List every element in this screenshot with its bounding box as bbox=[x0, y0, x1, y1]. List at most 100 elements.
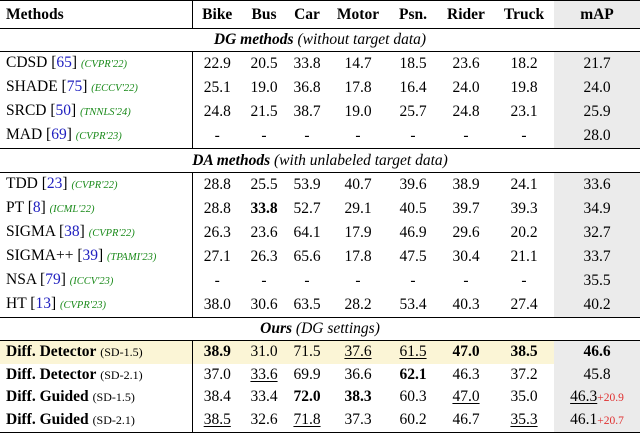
value-text: 18.2 bbox=[510, 55, 538, 73]
map-gain: +20.7 bbox=[597, 414, 624, 427]
table-row: SIGMA [38] (CVPR'22) 26.3 23.6 64.1 17.9 46.9… bbox=[0, 220, 640, 245]
method-cell: SRCD [50] (TNNLS'24) bbox=[0, 100, 193, 125]
value-text: 37.2 bbox=[510, 365, 538, 383]
citation-link[interactable]: 50 bbox=[55, 102, 72, 120]
section-title-rest: (with unlabeled target data) bbox=[270, 151, 448, 169]
method-name: SRCD bbox=[6, 102, 47, 120]
map-cell: 33.7 bbox=[554, 244, 640, 269]
venue-text: CVPR'22 bbox=[74, 179, 114, 191]
value-text: 27.4 bbox=[510, 295, 538, 313]
citation-link[interactable]: 75 bbox=[66, 78, 83, 96]
value-text: - bbox=[261, 127, 267, 145]
citation-link[interactable]: 69 bbox=[51, 126, 67, 144]
map-cell: 45.8 bbox=[554, 363, 640, 386]
section-header: DA methods (with unlabeled target data) bbox=[0, 148, 640, 173]
map-cell: 46.1+20.7 bbox=[554, 408, 640, 433]
value-cell: - bbox=[388, 269, 438, 293]
value-cell: 19.0 bbox=[328, 100, 388, 124]
value-cell: 25.7 bbox=[388, 100, 438, 124]
value-text: 26.3 bbox=[203, 223, 231, 241]
map-value: 32.7 bbox=[583, 223, 611, 241]
venue-text: CVPR'22 bbox=[92, 227, 132, 239]
citation-link[interactable]: 65 bbox=[56, 54, 72, 72]
method-cell: Diff. Detector (SD-1.5) bbox=[0, 340, 193, 364]
value-cell: 62.1 bbox=[388, 364, 438, 386]
map-value: 35.5 bbox=[583, 271, 611, 289]
map-value: 28.0 bbox=[583, 127, 611, 145]
value-cell: 27.4 bbox=[494, 293, 554, 318]
value-cell: 28.2 bbox=[328, 293, 388, 318]
section-title: DA methods (with unlabeled target data) bbox=[0, 148, 640, 173]
map-cell: 33.6 bbox=[554, 171, 640, 197]
citation-link[interactable]: 39 bbox=[82, 246, 98, 264]
map-cell: 24.0 bbox=[554, 76, 640, 101]
header-psn: Psn. bbox=[388, 0, 438, 29]
value-cell: 20.5 bbox=[242, 51, 286, 77]
venue-text: ICCV'23 bbox=[73, 275, 110, 287]
header-car: Car bbox=[286, 0, 328, 29]
value-text: 21.5 bbox=[250, 103, 278, 121]
value-text: 53.4 bbox=[399, 295, 427, 313]
map-cell: 21.7 bbox=[554, 51, 640, 77]
value-cell: 65.6 bbox=[286, 245, 328, 269]
citation-link[interactable]: 79 bbox=[45, 270, 61, 288]
value-cell: 63.5 bbox=[286, 293, 328, 318]
citation-link[interactable]: 23 bbox=[46, 174, 63, 192]
value-cell: 23.1 bbox=[494, 100, 554, 124]
value-cell: 36.6 bbox=[328, 364, 388, 386]
value-text: 19.8 bbox=[510, 79, 538, 97]
map-cell: 40.2 bbox=[554, 292, 640, 318]
venue-text: CVPR'23 bbox=[63, 299, 103, 311]
value-text: 39.3 bbox=[510, 199, 538, 217]
table-row: HT [13] (CVPR'23) 38.0 30.6 63.5 28.2 53.4 40.… bbox=[0, 292, 640, 318]
citation-link[interactable]: 13 bbox=[35, 294, 51, 312]
header-map: mAP bbox=[554, 0, 640, 29]
map-cell: 46.3+20.9 bbox=[554, 385, 640, 409]
value-text: - bbox=[304, 271, 310, 289]
value-text: 39.6 bbox=[399, 175, 427, 193]
venue-label: (TNNLS'24) bbox=[80, 107, 131, 119]
value-cell: 38.4 bbox=[192, 386, 242, 409]
method-name: SIGMA bbox=[6, 222, 56, 240]
value-text: 64.1 bbox=[293, 223, 321, 241]
value-cell: 21.5 bbox=[242, 100, 286, 124]
method-cell: TDD [23] (CVPR'22) bbox=[0, 171, 193, 197]
sd-version: (SD-2.1) bbox=[100, 367, 143, 382]
value-text: 62.1 bbox=[399, 365, 427, 383]
value-text: 27.1 bbox=[203, 247, 231, 265]
method-name: PT bbox=[6, 198, 24, 216]
value-text: 47.0 bbox=[452, 343, 480, 361]
table-row: Diff. Detector (SD-2.1) 37.0 33.6 69.9 36.6 6… bbox=[0, 363, 640, 386]
value-text: 35.0 bbox=[510, 388, 538, 406]
value-text: 29.6 bbox=[452, 223, 480, 241]
value-cell: 24.8 bbox=[438, 100, 494, 124]
value-cell: 21.1 bbox=[494, 245, 554, 269]
value-text: 32.6 bbox=[250, 411, 278, 429]
map-value: 45.8 bbox=[583, 365, 611, 383]
value-cell: 14.7 bbox=[328, 51, 388, 77]
value-cell: 22.9 bbox=[192, 51, 242, 77]
value-text: - bbox=[214, 271, 220, 289]
value-cell: 46.3 bbox=[438, 364, 494, 386]
value-text: 31.0 bbox=[250, 343, 278, 361]
method-name: SHADE bbox=[6, 78, 58, 96]
table-row: MAD [69] (CVPR'23) - - - - - - - 28.0 bbox=[0, 124, 640, 149]
citation-link[interactable]: 38 bbox=[64, 222, 80, 240]
value-text: 38.9 bbox=[452, 175, 480, 193]
value-cell: 32.6 bbox=[242, 408, 286, 433]
value-cell: - bbox=[192, 124, 242, 149]
value-cell: 46.9 bbox=[388, 221, 438, 245]
venue-label: (CVPR'22) bbox=[88, 227, 135, 239]
value-cell: 19.0 bbox=[242, 76, 286, 100]
value-cell: 53.4 bbox=[388, 293, 438, 318]
table-row: Diff. Guided (SD-2.1) 38.5 32.6 71.8 37.3 60.… bbox=[0, 408, 640, 433]
section-title: DG methods (without target data) bbox=[0, 27, 640, 52]
value-cell: 40.7 bbox=[328, 171, 388, 197]
header-bike: Bike bbox=[192, 0, 242, 29]
header-motor: Motor bbox=[328, 0, 388, 29]
value-text: 39.7 bbox=[452, 199, 480, 217]
value-text: - bbox=[463, 127, 469, 145]
method-name: TDD bbox=[6, 174, 38, 192]
value-cell: 71.5 bbox=[286, 340, 328, 364]
citation-link[interactable]: 8 bbox=[32, 198, 41, 216]
